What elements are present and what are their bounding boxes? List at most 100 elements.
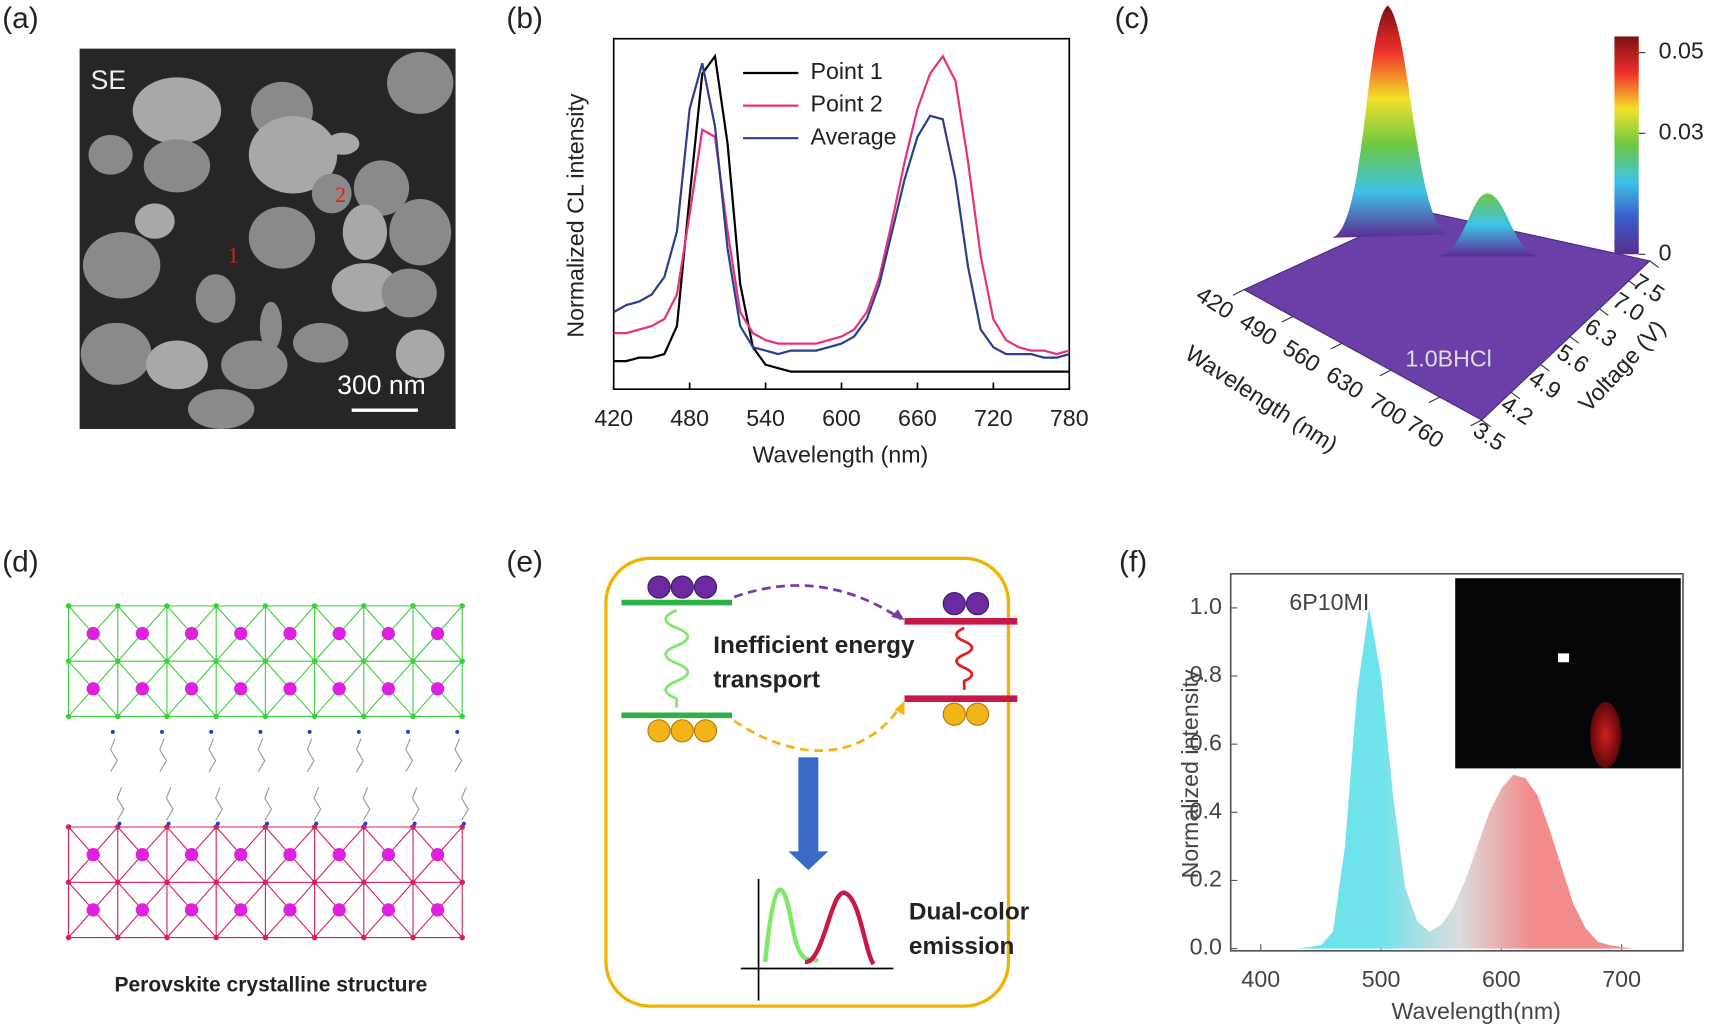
nitrogen xyxy=(363,821,368,826)
inset-spot xyxy=(1558,653,1570,663)
particle xyxy=(311,173,352,214)
cation xyxy=(381,847,396,862)
nitrogen xyxy=(258,729,263,734)
atom xyxy=(65,603,72,609)
panel-label: (b) xyxy=(506,2,542,35)
atom xyxy=(65,824,72,830)
x-axis-label: Wavelength (nm) xyxy=(752,442,928,468)
particle xyxy=(387,51,454,114)
legend-label: Point 2 xyxy=(811,91,883,117)
x-tick-label: 760 xyxy=(1402,410,1449,453)
surface-peak xyxy=(1437,193,1540,257)
atom xyxy=(65,934,72,941)
y-tick xyxy=(1649,260,1659,268)
cation xyxy=(135,847,150,862)
scale-bar-label: 300 nm xyxy=(337,370,425,400)
x-tick-label: 400 xyxy=(1241,966,1280,992)
atom xyxy=(115,603,121,609)
particle xyxy=(342,204,388,260)
nitrogen xyxy=(215,821,220,826)
colorbar xyxy=(1614,36,1639,255)
arrow-head xyxy=(891,609,905,621)
cation xyxy=(135,682,150,696)
x-tick-label: 600 xyxy=(1482,966,1521,992)
particle xyxy=(381,268,437,318)
relaxation-arrow xyxy=(664,609,690,708)
cation xyxy=(381,903,396,917)
cation xyxy=(234,626,248,641)
x-tick-label: 700 xyxy=(1365,388,1412,431)
nitrogen xyxy=(209,729,214,734)
cation xyxy=(234,847,248,862)
area xyxy=(1260,607,1658,949)
atom xyxy=(459,934,465,941)
nitrogen xyxy=(307,729,312,734)
y-tick-label: 0.2 xyxy=(1190,866,1222,892)
particle xyxy=(221,340,288,390)
atom xyxy=(262,603,269,609)
particle xyxy=(80,322,152,385)
organic-molecule xyxy=(461,786,469,821)
organic-molecule xyxy=(264,786,273,821)
particle xyxy=(395,329,445,379)
atom xyxy=(164,658,170,664)
x-tick-label: 780 xyxy=(1050,405,1089,431)
atom xyxy=(361,713,367,720)
particle xyxy=(134,203,175,239)
diagram-text: Inefficient energy xyxy=(713,632,915,659)
y-tick xyxy=(1569,336,1580,344)
atom xyxy=(311,934,318,941)
nitrogen xyxy=(406,729,411,734)
y-axis-label: Normalized CL intensity xyxy=(562,93,588,338)
colorbar-tick-label: 0.05 xyxy=(1659,38,1704,64)
atom xyxy=(459,658,465,664)
y-tick xyxy=(1599,308,1609,316)
particle xyxy=(293,322,349,363)
y-tick xyxy=(1510,391,1521,400)
particle xyxy=(248,116,338,194)
nitrogen xyxy=(117,821,122,826)
nitrogen xyxy=(110,729,115,734)
cation xyxy=(332,847,346,862)
cation xyxy=(332,626,346,641)
x-tick xyxy=(1379,369,1392,377)
cation xyxy=(184,626,199,641)
panel-label: (f) xyxy=(1119,546,1147,579)
atom xyxy=(164,603,170,609)
cation xyxy=(381,682,396,696)
atom xyxy=(361,658,367,664)
atom xyxy=(213,658,219,664)
cation xyxy=(86,682,100,696)
x-tick-label: 500 xyxy=(1362,966,1401,992)
y-tick xyxy=(1481,419,1491,428)
organic-molecule xyxy=(313,786,322,821)
cation xyxy=(135,903,150,917)
diagram-text: Dual-color xyxy=(909,899,1030,926)
cation xyxy=(332,903,346,917)
atom xyxy=(213,713,219,720)
cation xyxy=(184,682,199,696)
atom xyxy=(311,603,318,609)
x-tick-label: 700 xyxy=(1602,966,1641,992)
organic-molecule xyxy=(306,738,315,772)
cation xyxy=(184,903,199,917)
particle xyxy=(82,232,161,299)
crystal-structure xyxy=(65,603,469,941)
surface-peak xyxy=(1332,5,1449,238)
x-tick-label: 660 xyxy=(898,405,937,431)
y-axis-label: Normalized intensity xyxy=(1177,669,1203,878)
atom xyxy=(410,934,416,941)
colorbar-tick-label: 0.03 xyxy=(1659,118,1704,144)
series-line xyxy=(613,53,1070,373)
series-line xyxy=(613,62,1070,359)
nitrogen xyxy=(314,821,319,826)
organic-molecule xyxy=(208,738,217,772)
atom xyxy=(164,713,170,720)
legend-label: Average xyxy=(811,123,897,149)
particle xyxy=(88,134,133,175)
cation xyxy=(283,626,297,641)
cation xyxy=(234,682,248,696)
atom xyxy=(115,934,121,941)
atom xyxy=(361,879,367,886)
cation xyxy=(86,847,100,862)
